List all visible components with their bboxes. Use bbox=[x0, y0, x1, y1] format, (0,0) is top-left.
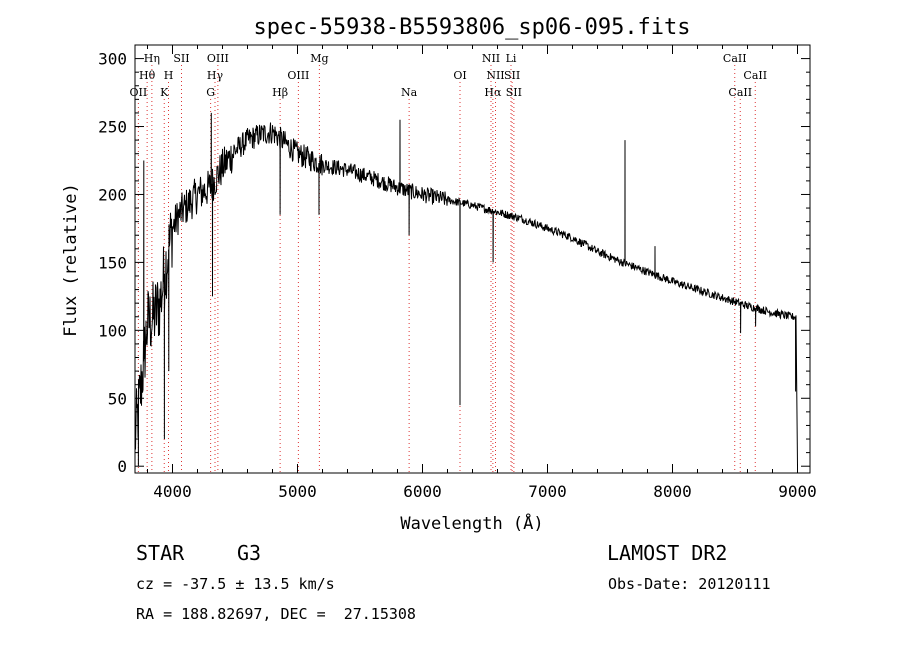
line-label: Li bbox=[506, 52, 517, 65]
coordinates-text: RA = 188.82697, DEC = 27.15308 bbox=[136, 605, 416, 623]
axis-ticks: 4000 5000 6000 7000 8000 9000 0 50 100 150 200 250 3… bbox=[98, 44, 817, 501]
line-label: Hθ bbox=[139, 69, 156, 82]
y-tick-label: 300 bbox=[98, 50, 127, 69]
spectrum-line bbox=[134, 112, 798, 467]
survey-name: LAMOST DR2 bbox=[607, 541, 728, 565]
obs-date: Obs-Date: 20120111 bbox=[608, 575, 771, 593]
x-tick-label: 8000 bbox=[653, 482, 692, 501]
line-label: OIII bbox=[287, 69, 309, 82]
object-class: STAR bbox=[136, 541, 185, 565]
line-label: CaII bbox=[728, 86, 752, 99]
line-label: H bbox=[164, 69, 174, 82]
line-label: K bbox=[160, 86, 169, 99]
line-label: NII bbox=[482, 52, 500, 65]
x-tick-label: 5000 bbox=[278, 482, 317, 501]
line-label: Hα bbox=[484, 86, 502, 99]
y-tick-label: 50 bbox=[108, 389, 127, 408]
x-axis-label: Wavelength (Å) bbox=[400, 512, 543, 534]
line-label: OIII bbox=[207, 52, 229, 65]
x-tick-label: 7000 bbox=[528, 482, 567, 501]
line-label: SII bbox=[504, 69, 520, 82]
object-subclass: G3 bbox=[237, 541, 262, 565]
line-label: SII bbox=[506, 86, 522, 99]
line-label: NII bbox=[486, 69, 504, 82]
x-tick-label: 4000 bbox=[153, 482, 192, 501]
x-tick-label: 6000 bbox=[403, 482, 442, 501]
line-label: SII bbox=[173, 52, 189, 65]
line-label: Hη bbox=[144, 52, 160, 65]
line-label: Mg bbox=[310, 52, 328, 65]
line-label: Hβ bbox=[272, 86, 288, 99]
y-tick-label: 0 bbox=[117, 457, 127, 476]
line-label: CaII bbox=[743, 69, 767, 82]
line-label: OII bbox=[130, 86, 148, 99]
plot-frame bbox=[134, 44, 811, 474]
y-axis-label: Flux (relative) bbox=[61, 183, 81, 337]
line-label: G bbox=[206, 86, 215, 99]
y-tick-label: 250 bbox=[98, 118, 127, 137]
line-label: OI bbox=[453, 69, 466, 82]
y-tick-label: 200 bbox=[98, 185, 127, 204]
y-tick-label: 100 bbox=[98, 321, 127, 340]
redshift-text: cz = -37.5 ± 13.5 km/s bbox=[136, 575, 335, 593]
line-markers: OIIHθHηKHSIIGHγOIIIHβOIIIMgNaOINIIHαNIIL… bbox=[130, 52, 767, 473]
line-label: CaII bbox=[723, 52, 747, 65]
line-label: Hγ bbox=[207, 69, 224, 82]
y-tick-label: 150 bbox=[98, 253, 127, 272]
chart-title: spec-55938-B5593806_sp06-095.fits bbox=[253, 15, 690, 40]
line-label: Na bbox=[401, 86, 418, 99]
x-tick-label: 9000 bbox=[778, 482, 817, 501]
